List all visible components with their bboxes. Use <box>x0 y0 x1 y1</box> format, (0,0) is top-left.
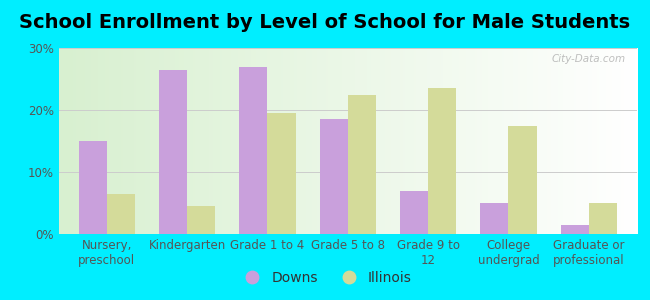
Bar <box>320 119 348 234</box>
Bar <box>267 113 296 234</box>
Bar <box>508 125 536 234</box>
Bar <box>79 141 107 234</box>
Bar <box>561 225 589 234</box>
Text: School Enrollment by Level of School for Male Students: School Enrollment by Level of School for… <box>20 14 630 32</box>
Bar <box>400 190 428 234</box>
Bar <box>589 203 617 234</box>
Bar <box>159 70 187 234</box>
Bar <box>480 203 508 234</box>
Legend: Downs, Illinois: Downs, Illinois <box>233 265 417 290</box>
Bar <box>239 67 267 234</box>
Bar <box>187 206 215 234</box>
Bar <box>428 88 456 234</box>
Text: City-Data.com: City-Data.com <box>551 54 625 64</box>
Bar <box>348 94 376 234</box>
Bar <box>107 194 135 234</box>
